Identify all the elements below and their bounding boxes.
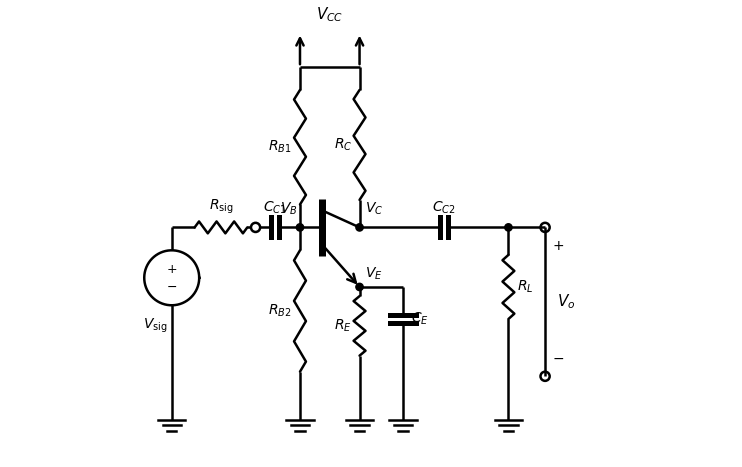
Circle shape — [296, 224, 303, 231]
Text: $R_C$: $R_C$ — [334, 137, 352, 153]
Text: $R_{B1}$: $R_{B1}$ — [268, 139, 292, 156]
Text: $V_C$: $V_C$ — [365, 201, 384, 217]
Circle shape — [505, 224, 512, 231]
Text: $R_E$: $R_E$ — [333, 318, 351, 334]
Text: $+$: $+$ — [552, 239, 564, 253]
Text: $C_{C1}$: $C_{C1}$ — [263, 199, 286, 216]
Text: $V_{\rm sig}$: $V_{\rm sig}$ — [142, 317, 167, 335]
Text: $V_E$: $V_E$ — [365, 266, 383, 283]
Text: $-$: $-$ — [552, 351, 564, 365]
Text: $C_E$: $C_E$ — [411, 311, 429, 327]
Text: $+$: $+$ — [166, 263, 177, 276]
Circle shape — [356, 224, 364, 231]
Text: $R_{B2}$: $R_{B2}$ — [268, 303, 292, 319]
Text: $V_B$: $V_B$ — [280, 201, 298, 217]
Text: $-$: $-$ — [166, 280, 177, 292]
Text: $V_{CC}$: $V_{CC}$ — [316, 5, 344, 23]
Text: $V_o$: $V_o$ — [556, 292, 575, 311]
Text: $C_{C2}$: $C_{C2}$ — [433, 199, 456, 216]
Text: $R_L$: $R_L$ — [516, 279, 533, 295]
Circle shape — [356, 283, 364, 290]
Text: $R_{\rm sig}$: $R_{\rm sig}$ — [209, 198, 233, 216]
